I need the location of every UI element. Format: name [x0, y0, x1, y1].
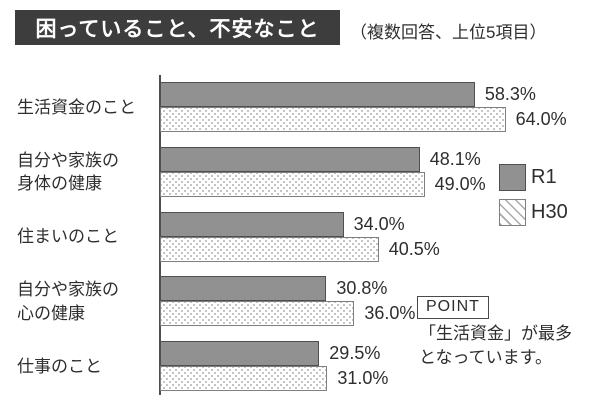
category-label: 生活資金のこと — [17, 97, 136, 117]
bar-row-h30: 64.0% — [160, 107, 600, 132]
chart-title: 困っていること、不安なこと — [35, 17, 320, 41]
bar-r1 — [160, 82, 475, 107]
bar-row-r1: 29.5% — [160, 341, 600, 366]
value-label-r1: 48.1% — [429, 148, 481, 169]
value-label-r1: 30.8% — [336, 278, 388, 299]
category-label: 自分や家族の 身体の健康 — [17, 150, 119, 194]
bar-group: 自分や家族の 心の健康 30.8% 36.0% — [0, 276, 600, 327]
bar-h30 — [160, 236, 379, 262]
value-label-h30: 40.5% — [388, 238, 440, 259]
bar-pair: 48.1% 49.0% — [160, 146, 600, 197]
value-label-h30: 31.0% — [337, 368, 389, 388]
chart-subtitle: （複数回答、上位5項目） — [350, 23, 547, 42]
bar-row-r1: 30.8% — [160, 276, 600, 302]
bar-row-h30: 40.5% — [160, 236, 600, 262]
bar-row-r1: 58.3% — [160, 82, 600, 107]
bar-r1 — [160, 146, 420, 172]
bar-group: 生活資金のこと 58.3% 64.0% — [0, 82, 600, 133]
bar-h30 — [160, 171, 425, 197]
legend-label-h30: H30 — [531, 201, 568, 223]
value-label-r1: 58.3% — [484, 84, 536, 104]
point-note: 「生活資金」が最多 となっています。 — [419, 324, 572, 367]
value-label-h30: 64.0% — [515, 109, 567, 129]
legend: R1 H30 — [499, 164, 568, 226]
bar-h30 — [160, 366, 328, 391]
category-label: 自分や家族の 心の健康 — [17, 280, 119, 323]
bar-row-h30: 36.0% — [160, 301, 600, 327]
value-label-r1: 34.0% — [353, 213, 405, 234]
bar-row-r1: 48.1% — [160, 146, 600, 172]
bar-group: 自分や家族の 身体の健康 48.1% 49.0% — [0, 146, 600, 198]
legend-item-r1: R1 — [499, 164, 568, 191]
bar-group: 仕事のこと 29.5% 31.0% — [0, 341, 600, 392]
bar-row-r1: 34.0% — [160, 211, 600, 237]
bar-h30 — [160, 107, 506, 132]
legend-item-h30: H30 — [499, 199, 568, 226]
bar-r1 — [160, 276, 327, 302]
chart-title-box: 困っていること、不安なこと — [15, 10, 340, 45]
value-label-h30: 36.0% — [364, 303, 416, 324]
bar-row-h30: 49.0% — [160, 171, 600, 197]
bar-pair: 58.3% 64.0% — [160, 82, 600, 132]
bar-r1 — [160, 211, 344, 237]
bar-pair: 34.0% 40.5% — [160, 211, 600, 262]
bar-r1 — [160, 341, 320, 366]
legend-label-r1: R1 — [531, 166, 557, 188]
value-label-h30: 49.0% — [434, 173, 486, 194]
bar-pair: 30.8% 36.0% — [160, 276, 600, 327]
bar-pair: 29.5% 31.0% — [160, 341, 600, 391]
bar-group: 住まいのこと 34.0% 40.5% — [0, 211, 600, 263]
legend-swatch-r1 — [499, 164, 526, 191]
point-badge: POINT — [417, 296, 489, 319]
bar-row-h30: 31.0% — [160, 366, 600, 391]
category-label: 住まいのこと — [17, 227, 119, 247]
bar-h30 — [160, 301, 355, 327]
category-label: 仕事のこと — [17, 356, 102, 376]
value-label-r1: 29.5% — [329, 343, 381, 363]
legend-swatch-h30 — [499, 199, 526, 226]
